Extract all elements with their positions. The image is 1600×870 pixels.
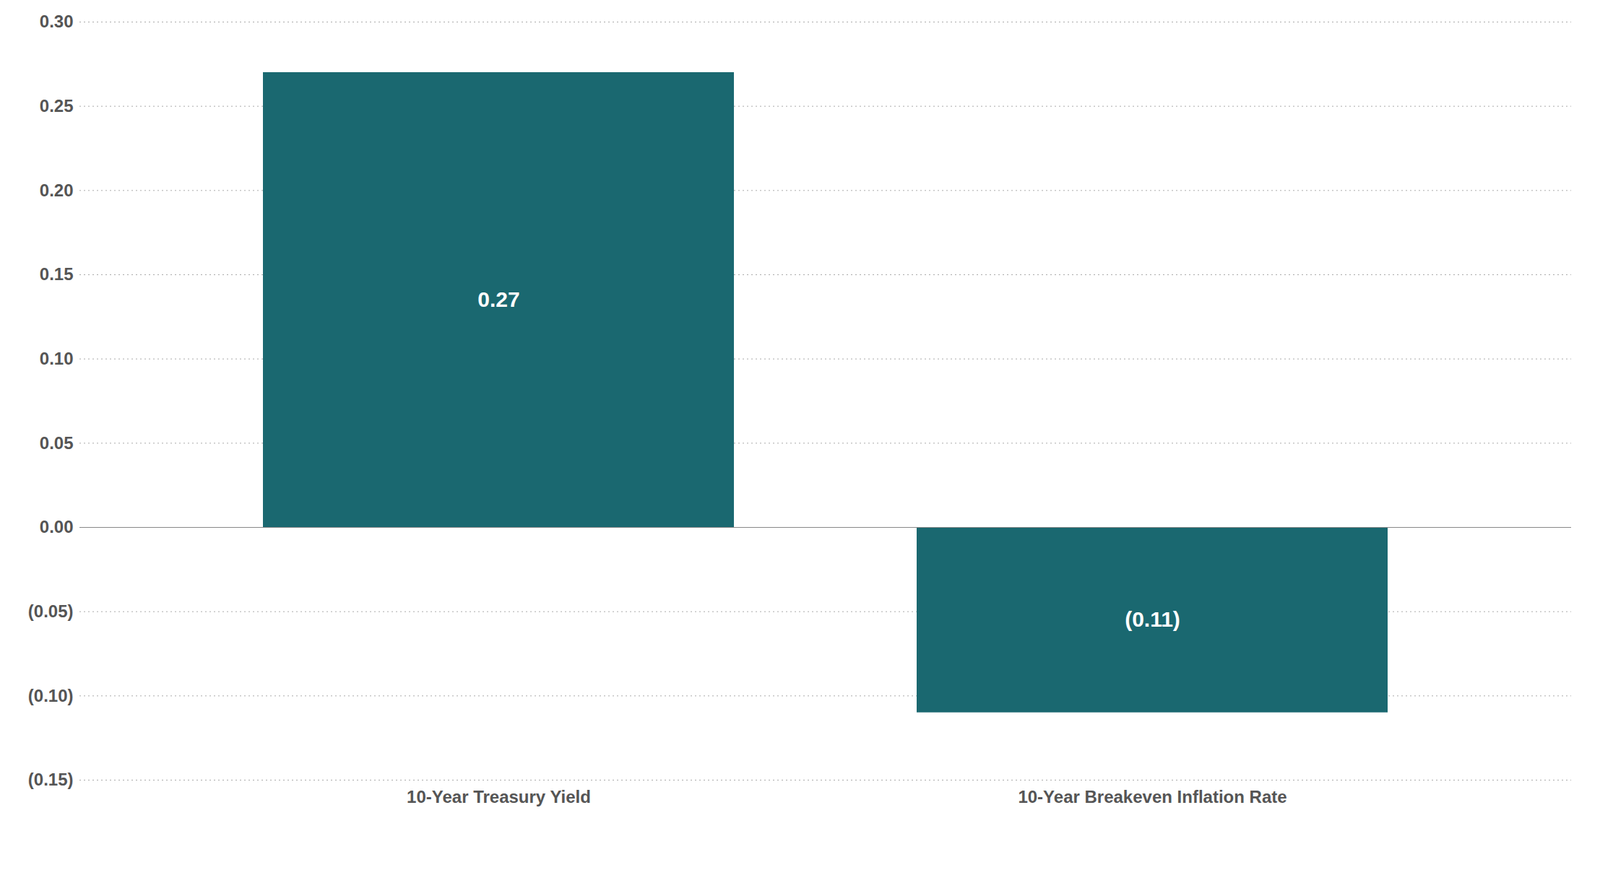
svg-text:0.10: 0.10 [39,348,74,369]
svg-text:0.27: 0.27 [477,287,520,312]
svg-text:(0.15): (0.15) [28,770,74,790]
svg-text:0.20: 0.20 [39,180,74,201]
svg-text:10-Year Treasury Yield: 10-Year Treasury Yield [406,787,591,807]
svg-text:0.05: 0.05 [39,433,74,453]
svg-text:(0.05): (0.05) [28,601,74,622]
svg-text:(0.10): (0.10) [28,686,74,706]
svg-text:(0.11): (0.11) [1124,607,1181,632]
svg-text:0.25: 0.25 [39,96,74,116]
svg-text:0.00: 0.00 [39,517,74,537]
svg-text:0.30: 0.30 [39,11,74,32]
svg-text:0.15: 0.15 [39,264,74,284]
svg-text:10-Year Breakeven Inflation Ra: 10-Year Breakeven Inflation Rate [1017,787,1287,807]
